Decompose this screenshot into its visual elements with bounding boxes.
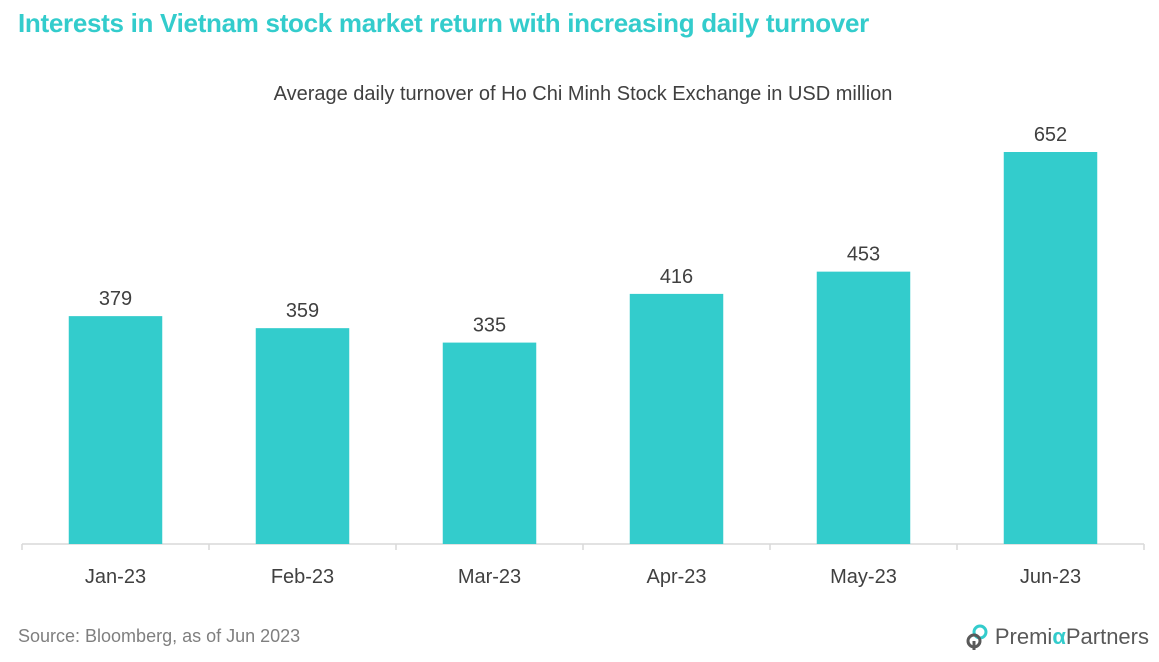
x-tick-label: Jun-23 [1020,566,1081,588]
x-tick-label: Mar-23 [458,566,521,588]
logo-text-alpha: α [1052,624,1066,649]
data-label: 359 [286,300,319,322]
data-label: 453 [847,244,880,266]
headline: Interests in Vietnam stock market return… [18,8,869,38]
logo-text-partners: Partners [1065,624,1149,649]
bar-mar-23 [442,342,537,544]
data-label: 335 [473,315,506,337]
x-tick-label: Feb-23 [271,566,334,588]
bar-jan-23 [68,316,163,544]
x-tick-label: Apr-23 [646,566,706,588]
data-label: 379 [99,288,132,310]
brand-logo: PremiαPartners [965,624,1149,650]
bar-feb-23 [255,328,350,544]
bar-may-23 [816,271,911,544]
chart-title: Average daily turnover of Ho Chi Minh St… [273,83,893,105]
x-tick-label: May-23 [830,566,897,588]
x-tick-label: Jan-23 [85,566,146,588]
source-note: Source: Bloomberg, as of Jun 2023 [18,626,301,646]
logo-text: PremiαPartners [995,624,1149,650]
data-label: 416 [660,266,693,288]
bar-jun-23 [1003,152,1098,544]
data-label: 652 [1034,124,1067,146]
logo-text-premi: Premi [994,624,1053,649]
bar-apr-23 [629,293,724,544]
premia-logo-icon [966,624,988,650]
